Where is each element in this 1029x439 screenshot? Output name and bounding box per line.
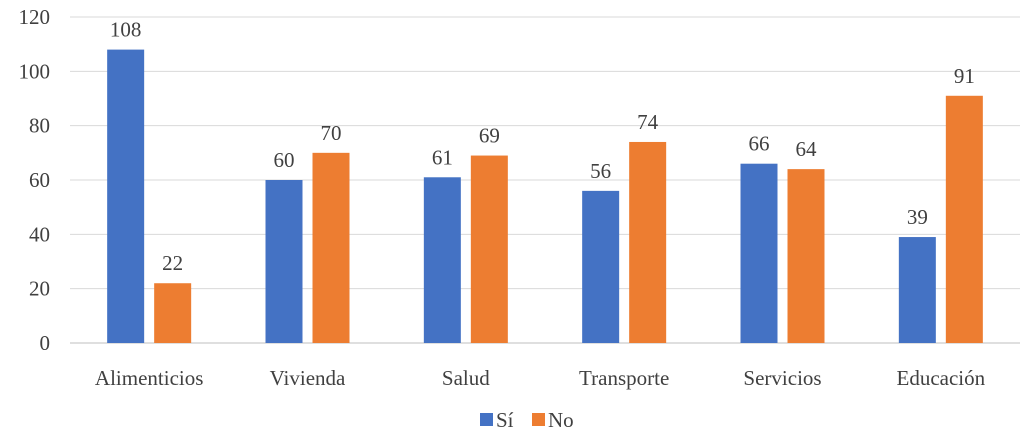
x-axis: Alimenticios Vivienda Salud Transporte Servi…: [95, 366, 986, 390]
legend: Sí No: [480, 408, 574, 432]
bars: [107, 49, 983, 344]
y-tick-label: 20: [29, 277, 50, 301]
y-tick-label: 60: [29, 168, 50, 192]
x-category-label: Transporte: [579, 366, 669, 390]
data-label: 64: [796, 137, 818, 161]
bar-no: [154, 283, 192, 343]
legend-swatch: [532, 413, 545, 426]
x-category-label: Salud: [442, 366, 490, 390]
bar-no: [470, 155, 508, 343]
legend-swatch: [480, 413, 493, 426]
y-tick-label: 0: [40, 331, 51, 355]
legend-label: No: [548, 408, 574, 432]
data-label: 74: [637, 110, 659, 134]
data-label: 108: [110, 18, 142, 42]
data-label: 39: [907, 205, 928, 229]
y-tick-label: 80: [29, 114, 50, 138]
y-tick-label: 100: [19, 59, 51, 83]
y-tick-label: 40: [29, 222, 50, 246]
data-label: 69: [479, 124, 500, 148]
legend-label: Sí: [496, 408, 514, 432]
bar-no: [787, 169, 825, 343]
bar-no: [312, 152, 350, 343]
bar-si: [107, 49, 145, 343]
data-label: 56: [590, 159, 611, 183]
data-label: 61: [432, 145, 453, 169]
bar-si: [740, 163, 778, 343]
bar-si: [898, 237, 936, 343]
x-category-label: Alimenticios: [95, 366, 204, 390]
x-category-label: Servicios: [743, 366, 821, 390]
data-labels: 108 22 60 70 61 69 56 74 66 64 39 91: [110, 18, 975, 276]
data-label: 66: [749, 132, 770, 156]
bar-no: [945, 95, 983, 344]
data-label: 91: [954, 64, 975, 88]
data-label: 22: [162, 251, 183, 275]
y-tick-label: 120: [19, 5, 51, 29]
bar-si: [582, 190, 620, 343]
y-axis: 0 20 40 60 80 100 120: [19, 5, 51, 355]
data-label: 70: [321, 121, 342, 145]
bar-si: [423, 177, 461, 343]
x-category-label: Educación: [897, 366, 986, 390]
data-label: 60: [274, 148, 295, 172]
bar-si: [265, 180, 303, 343]
x-category-label: Vivienda: [270, 366, 346, 390]
bar-no: [629, 141, 667, 343]
gridlines: [70, 16, 1020, 344]
